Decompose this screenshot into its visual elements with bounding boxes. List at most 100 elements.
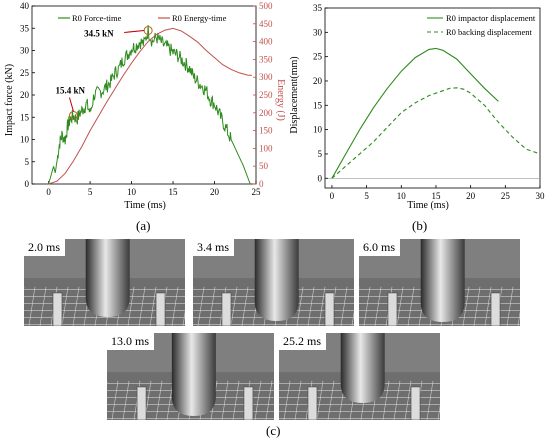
floor-grid-line [254,380,262,420]
floor-grid-line [437,404,440,420]
floor-grid-line [363,286,371,326]
a-ylabel: Impact force (kN) [4,64,15,136]
floor-grid-line [111,380,119,420]
a-xtick-label: 25 [252,187,262,197]
floor-grid-line [407,286,415,326]
floor-grid-line [265,380,273,420]
annotation-34-5: 34.5 kN [84,28,114,38]
support-pin [324,292,335,326]
a-xtick-label: 0 [46,187,51,197]
floor-grid-line [473,286,481,326]
a-y2tick-label: 100 [259,143,273,153]
panel-label-b: (b) [412,218,428,233]
a-ytick-label: 15 [20,112,30,122]
a-ytick-label: 10 [20,135,30,145]
floor-grid-line [72,286,80,326]
frame-time: 2.0 ms [24,239,66,256]
floor-grid-line [396,286,404,326]
floor-grid-line [351,310,354,326]
floor-grid-line [374,286,382,326]
legend-backing-label: R0 backing displacement [446,27,533,37]
floor-grid-line [171,286,179,326]
b-ytick-label: 35 [313,3,323,13]
b-ytick-label: 30 [313,27,323,37]
a-y2tick-label: 250 [259,90,273,100]
arrow-15-4 [69,97,74,112]
floor-grid-line [484,286,492,326]
a-ytick-label: 35 [20,23,30,33]
floor-grid-line [232,380,240,420]
floor-grid-line [517,310,520,326]
floor-grid-line [382,380,390,420]
floor-grid-line [462,286,470,326]
a-ytick-label: 0 [25,179,30,189]
a-y2tick-label: 400 [259,37,273,47]
a-y2label: Energy (J) [275,79,285,121]
a-ytick-label: 25 [20,68,30,78]
b-plot-frame [324,7,541,189]
a-xtick-label: 5 [88,187,93,197]
impactor [254,239,299,321]
support-pin [155,292,166,326]
floor-grid-line [155,380,163,420]
floor-grid-line [318,286,326,326]
support-pin [52,292,63,326]
floor-grid-line [340,286,348,326]
floor-grid-line [28,286,36,326]
support-pin [410,386,421,420]
floor-grid-line [404,380,412,420]
floor-grid-line [327,380,335,420]
support-pin [136,386,147,420]
a-y2tick-label: 500 [259,1,273,11]
b-xtick-label: 0 [330,191,335,201]
impact-frame-4: 13.0 ms [107,333,274,420]
energy-time-line [48,27,252,185]
frame-time: 25.2 ms [279,333,327,350]
support-pin [221,292,232,326]
floor-grid-line [39,286,47,326]
b-ytick-label: 20 [313,76,323,86]
frame-time: 3.4 ms [193,239,235,256]
force-energy-chart: 0 5 10 15 20 25051015202530354005010015020025… [4,1,285,211]
frame-image [24,239,185,326]
impact-frame-3: 6.0 ms [359,239,520,326]
floor-grid-line [61,286,69,326]
a-ytick-label: 40 [20,1,30,11]
b-xtick-label: 5 [364,191,369,201]
a-y2tick-label: 200 [259,108,273,118]
frame-time: 13.0 ms [107,333,155,350]
floor-grid-line [307,286,315,326]
impactor [171,333,216,416]
floor-grid-line [316,380,324,420]
support-pin [243,386,254,420]
b-ylabel: Displacement(mm) [289,56,300,133]
annotation-15-4: 15.4 kN [55,85,85,95]
b-xlabel: Time (ms) [407,200,449,211]
arrow-34-5 [124,29,145,33]
legend-energy-label: R0 Energy-time [172,13,227,23]
floor-grid-line [230,286,238,326]
support-pin [387,292,398,326]
a-y2tick-label: 300 [259,72,273,82]
floor-grid-line [208,286,216,326]
backing-displacement-line [331,87,541,179]
floor-grid-line [393,380,401,420]
force-time-line [48,24,251,185]
floor-grid-line [182,310,185,326]
legend-impactor-label: R0 impactor displacement [446,13,536,23]
floor-grid-line [197,286,205,326]
floor-grid-line [241,286,249,326]
b-xtick-label: 30 [536,191,546,201]
impact-frame-5: 25.2 ms [279,333,440,420]
b-ytick-label: 15 [313,100,323,110]
a-ytick-label: 20 [20,90,30,100]
frame-time: 6.0 ms [359,239,401,256]
floor-grid-line [294,380,302,420]
legend-force-label: R0 Force-time [72,13,122,23]
floor-grid-line [122,380,130,420]
b-ytick-label: 5 [318,149,323,159]
b-ytick-label: 0 [318,173,323,183]
a-xtick-label: 15 [169,187,179,197]
b-xtick-label: 10 [397,191,407,201]
b-ytick-label: 10 [313,125,323,135]
